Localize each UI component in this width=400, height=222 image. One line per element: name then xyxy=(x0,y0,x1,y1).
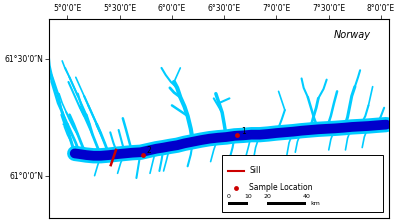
Text: 20: 20 xyxy=(264,194,271,199)
Bar xyxy=(228,202,306,205)
Text: Sample Location: Sample Location xyxy=(249,183,313,192)
Text: 40: 40 xyxy=(302,194,310,199)
Text: Norway: Norway xyxy=(333,30,370,40)
Text: 2: 2 xyxy=(147,147,152,155)
Text: 10: 10 xyxy=(244,194,252,199)
Text: Sill: Sill xyxy=(249,166,261,175)
Bar xyxy=(248,202,267,205)
Text: 0: 0 xyxy=(226,194,230,199)
Text: km: km xyxy=(310,201,320,206)
Text: 1: 1 xyxy=(241,127,246,135)
Bar xyxy=(222,155,383,212)
